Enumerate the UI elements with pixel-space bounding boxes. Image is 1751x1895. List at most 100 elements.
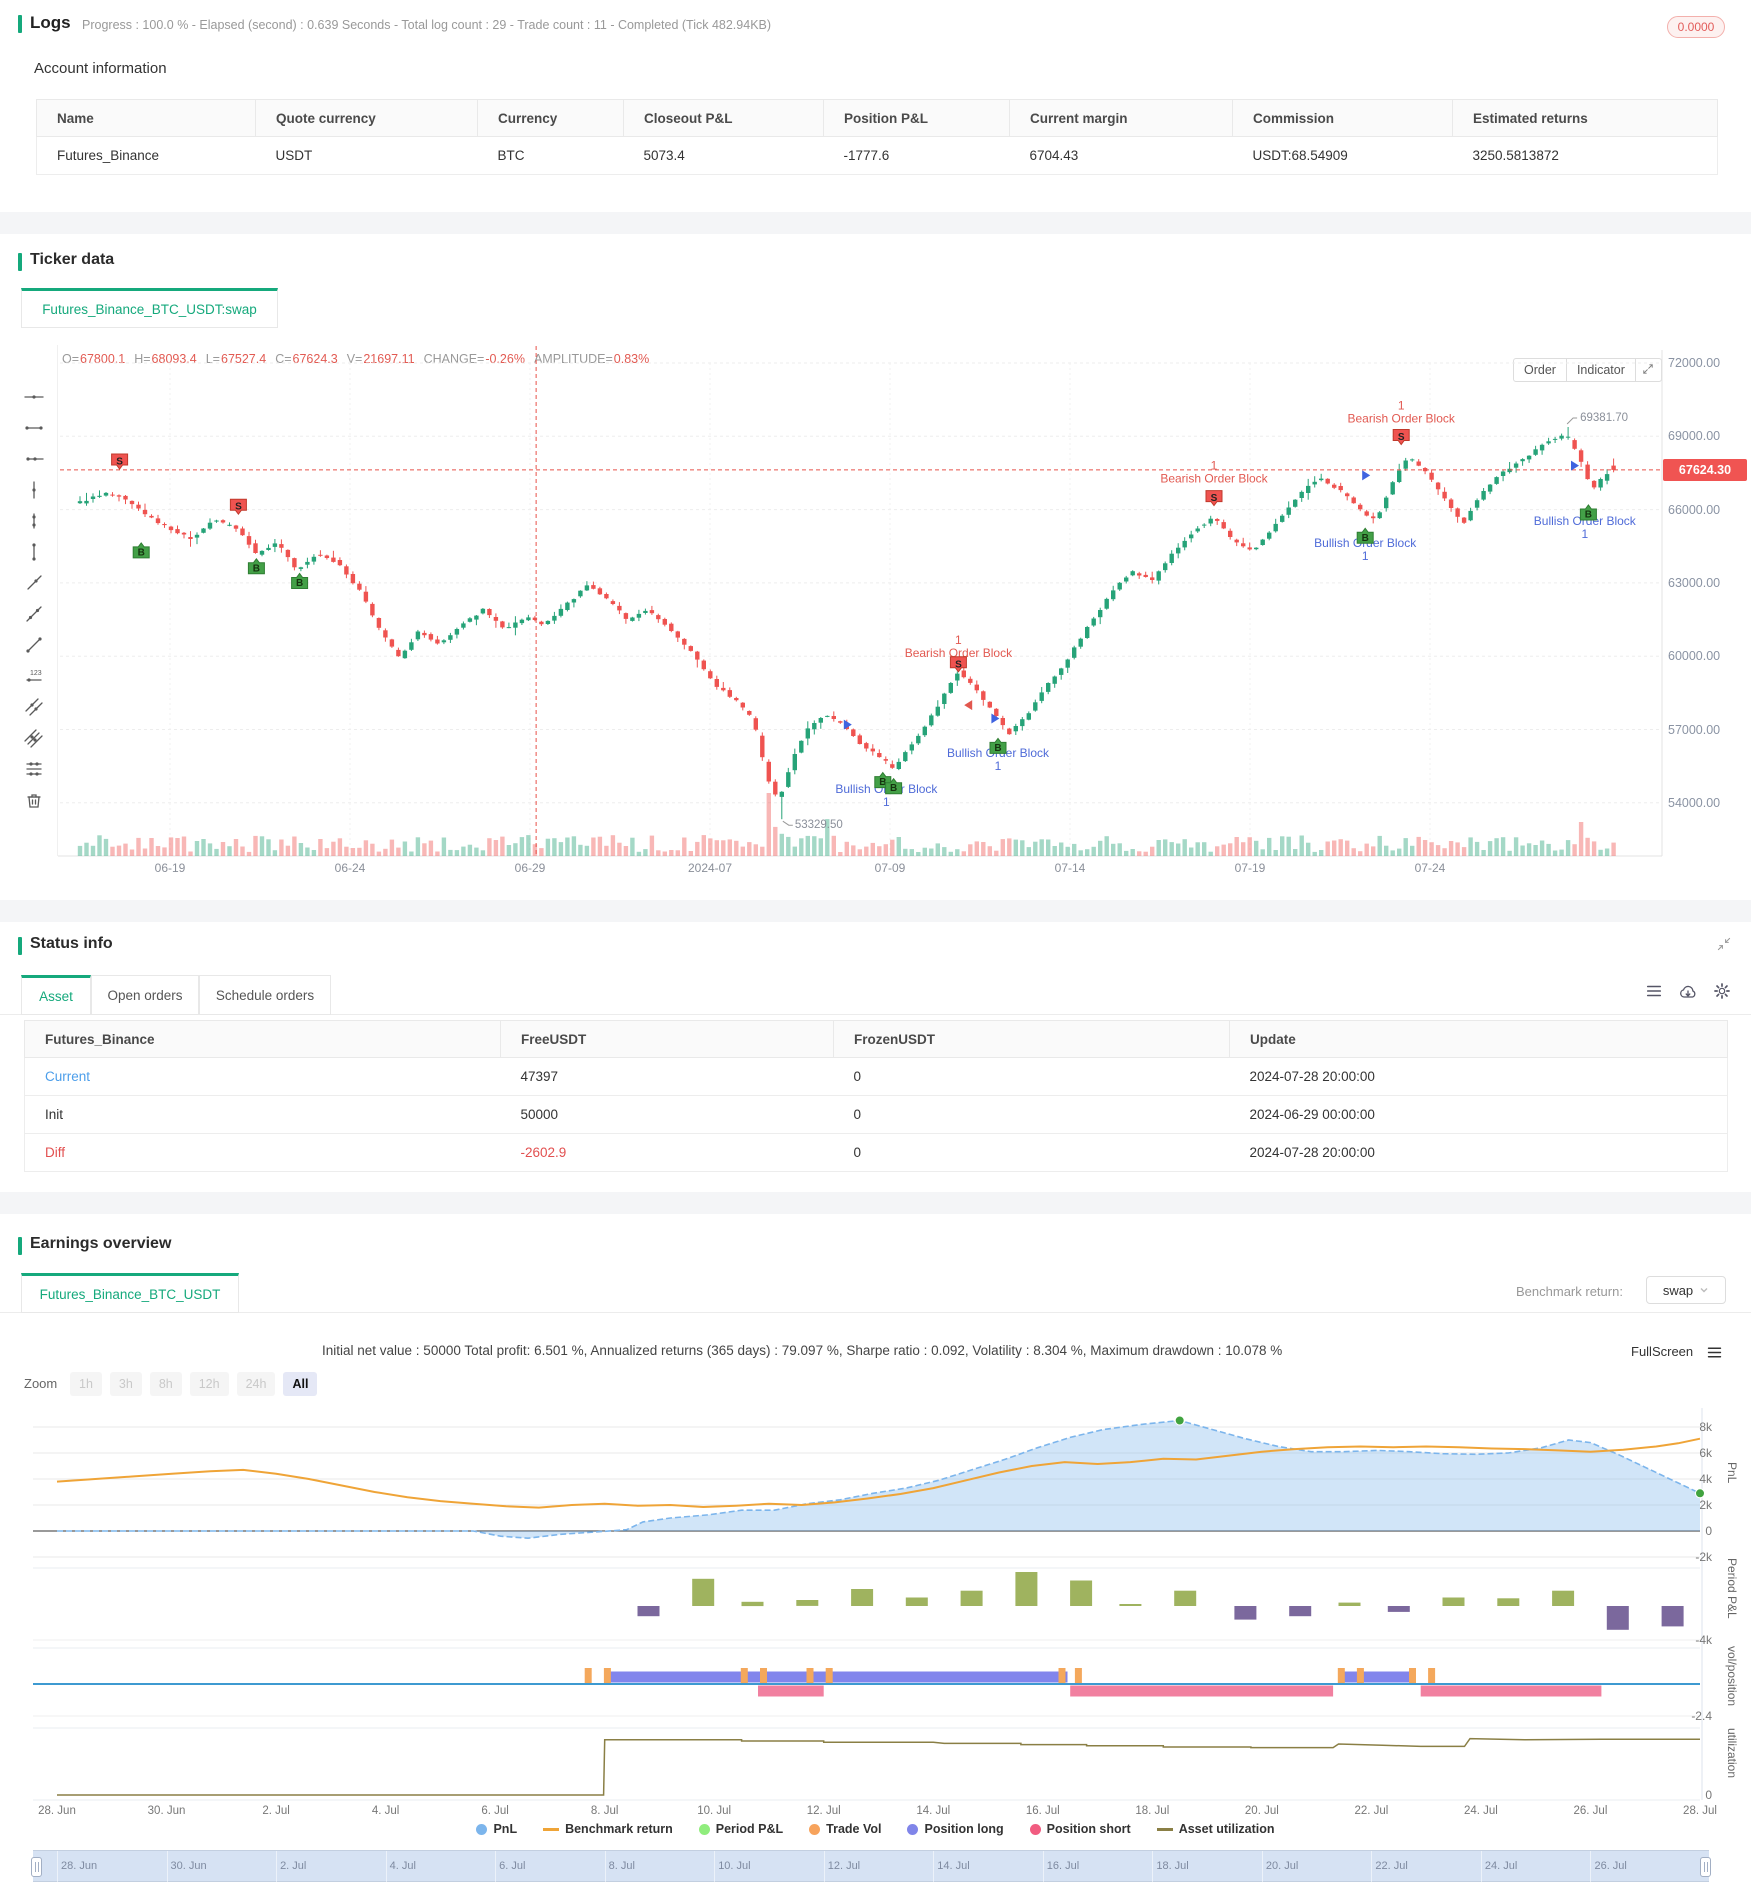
date-tick-label: 28. Jul [1683,1805,1717,1817]
svg-text:Bearish Order Block: Bearish Order Block [1160,471,1268,485]
fib-retracement-icon[interactable] [22,757,46,781]
table-cell: 0 [833,1133,1230,1172]
chart-controls: Order Indicator [1513,358,1662,382]
date-tick-label: 30. Jun [147,1805,186,1817]
svg-text:123: 123 [30,670,42,677]
date-tick-label: 26. Jul [1573,1805,1608,1817]
trend-line-icon[interactable] [22,602,46,626]
fullscreen-button[interactable]: FullScreen [1631,1344,1694,1359]
legend-item-trade-vol[interactable]: Trade Vol [809,1822,881,1836]
gear-icon[interactable] [1713,982,1731,1007]
legend-circle-marker [809,1823,821,1835]
parallel-lines-icon[interactable] [22,726,46,750]
chart-navigator[interactable]: 28. Jun 30. Jun 2. Jul 4. Jul 6. Jul 8. Jul 10… [31,1850,1711,1883]
vertical-region-icon[interactable] [22,509,46,533]
table-row: Init 50000 0 2024-06-29 00:00:00 [24,1095,1728,1134]
legend-label: Position short [1046,1822,1131,1836]
zoom-label: Zoom [24,1376,58,1391]
vertical-line-icon[interactable] [22,478,46,502]
order-button[interactable]: Order [1513,358,1567,382]
table-cell: 6704.43 [1009,136,1233,175]
tab-schedule-orders[interactable]: Schedule orders [199,975,331,1015]
navigator-date-label: 6. Jul [499,1860,526,1872]
time-tick-label: 07-14 [1054,861,1086,875]
earnings-chart[interactable] [0,1400,1751,1895]
legend-item-period-p-l[interactable]: Period P&L [698,1822,783,1836]
navigator-gridline [495,1851,497,1883]
indicator-button[interactable]: Indicator [1566,358,1636,382]
svg-text:1: 1 [1362,549,1369,563]
chart-menu-icon[interactable] [1706,1344,1723,1366]
navigator-right-handle[interactable] [1700,1857,1711,1877]
table-cell: BTC [477,136,624,175]
candlestick-chart[interactable]: 69381.70 53329.50 1 Bearish Order Block 1 Bea… [0,340,1751,885]
legend-item-position-long[interactable]: Position long [907,1822,1004,1836]
value-tick-label: 6k [1699,1446,1712,1460]
section-divider [0,212,1751,234]
svg-text:S: S [1398,432,1405,443]
navigator-date-label: 2. Jul [280,1860,307,1872]
time-tick-label: 06-29 [514,861,546,875]
column-header: FrozenUSDT [833,1020,1230,1058]
horizontal-segment-icon[interactable] [22,416,46,440]
navigator-date-label: 26. Jul [1594,1860,1627,1872]
legend-item-position-short[interactable]: Position short [1029,1822,1131,1836]
column-header: Estimated returns [1452,99,1718,137]
date-tick-label: 2. Jul [262,1805,290,1817]
legend-item-pnl[interactable]: PnL [476,1822,517,1836]
column-header: Currency [477,99,624,137]
trend-segment-icon[interactable] [22,633,46,657]
value-tick-label: -4k [1695,1633,1712,1647]
legend-item-asset-utilization[interactable]: Asset utilization [1156,1822,1275,1836]
horizontal-line-icon[interactable] [22,385,46,409]
logs-progress-text: Progress : 100.0 % - Elapsed (second) : … [82,18,772,32]
benchmark-select[interactable]: swap [1646,1276,1726,1304]
navigator-gridline [1480,1851,1482,1883]
tab-asset[interactable]: Asset [21,975,91,1015]
ray-line-icon[interactable] [22,571,46,595]
zoom-option-12h[interactable]: 12h [189,1372,229,1396]
price-tick-label: 60000.00 [1668,649,1721,664]
tab-open-orders[interactable]: Open orders [91,975,199,1015]
zoom-option-1h[interactable]: 1h [70,1372,102,1396]
navigator-date-label: 22. Jul [1375,1860,1408,1872]
logs-title: Logs [30,13,71,32]
panel-title: vol/position [1725,1646,1739,1707]
price-tick-label: 66000.00 [1668,502,1721,517]
table-cell: Futures_Binance [36,136,256,175]
price-note-icon[interactable]: 123 [22,664,46,688]
zoom-option-24h[interactable]: 24h [236,1372,276,1396]
collapse-icon[interactable] [1716,936,1732,957]
zoom-option-8h[interactable]: 8h [149,1372,182,1396]
chart-fullscreen-button[interactable] [1635,358,1662,382]
tab-ticker-symbol[interactable]: Futures_Binance_BTC_USDT:swap [21,288,278,328]
chart-legend: PnL Benchmark return Period P&L Trade Vol Po… [0,1822,1751,1836]
svg-text:1: 1 [883,795,890,809]
table-row: Diff -2602.9 0 2024-07-28 20:00:00 [24,1133,1728,1172]
cloud-download-icon[interactable] [1678,982,1698,1007]
table-cell: USDT:68.54909 [1232,136,1453,175]
svg-text:S: S [1211,493,1218,504]
value-tick-label: 2k [1699,1498,1712,1512]
legend-label: Asset utilization [1178,1822,1275,1836]
horizontal-ray-icon[interactable] [22,447,46,471]
vertical-segment-icon[interactable] [22,540,46,564]
zoom-option-all[interactable]: All [283,1372,318,1396]
date-tick-label: 18. Jul [1135,1805,1170,1817]
svg-text:S: S [955,659,962,670]
menu-icon[interactable] [1645,982,1663,1007]
remove-tool-icon[interactable] [22,788,46,812]
legend-item-benchmark-return[interactable]: Benchmark return [543,1822,673,1836]
navigator-date-label: 28. Jun [61,1860,98,1872]
zoom-option-3h[interactable]: 3h [109,1372,142,1396]
navigator-date-label: 10. Jul [718,1860,751,1872]
date-tick-label: 12. Jul [806,1805,841,1817]
time-tick-label: 07-24 [1414,861,1446,875]
navigator-left-handle[interactable] [31,1857,42,1877]
parallel-channel-icon[interactable] [22,695,46,719]
tab-earnings-symbol[interactable]: Futures_Binance_BTC_USDT [21,1273,239,1313]
earnings-overview-heading: Earnings overview [30,1235,172,1252]
status-info-heading: Status info [30,935,113,952]
svg-text:B: B [1585,510,1592,521]
